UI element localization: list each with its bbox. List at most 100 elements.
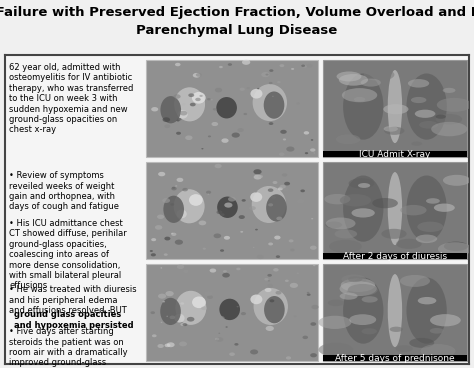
Bar — [323, 162, 467, 259]
Ellipse shape — [171, 187, 177, 190]
Ellipse shape — [221, 138, 228, 143]
Ellipse shape — [434, 204, 455, 212]
Ellipse shape — [223, 270, 227, 273]
Text: • Five days after starting
steroids the patient was on
room air with a dramatica: • Five days after starting steroids the … — [9, 327, 128, 368]
Ellipse shape — [311, 218, 313, 219]
Ellipse shape — [264, 296, 285, 323]
Ellipse shape — [215, 164, 222, 168]
Ellipse shape — [438, 242, 472, 256]
Ellipse shape — [286, 146, 294, 152]
Ellipse shape — [302, 336, 308, 339]
Ellipse shape — [437, 98, 472, 112]
Ellipse shape — [305, 152, 308, 154]
Ellipse shape — [341, 278, 375, 292]
Ellipse shape — [206, 191, 211, 194]
Ellipse shape — [417, 222, 443, 232]
Ellipse shape — [388, 172, 402, 245]
Ellipse shape — [228, 197, 236, 202]
Ellipse shape — [272, 96, 273, 97]
Ellipse shape — [238, 215, 245, 219]
Ellipse shape — [201, 307, 207, 310]
Ellipse shape — [203, 248, 206, 250]
Text: ground glass opacities
and hypoxemia persisted: ground glass opacities and hypoxemia per… — [14, 310, 134, 330]
Ellipse shape — [362, 328, 377, 335]
Ellipse shape — [273, 181, 277, 184]
Ellipse shape — [372, 198, 398, 208]
Ellipse shape — [224, 202, 232, 208]
Ellipse shape — [236, 268, 241, 270]
Ellipse shape — [395, 345, 413, 352]
Ellipse shape — [164, 124, 170, 128]
Ellipse shape — [310, 353, 317, 357]
Ellipse shape — [271, 196, 276, 199]
Ellipse shape — [219, 66, 223, 68]
Ellipse shape — [275, 291, 282, 295]
Ellipse shape — [254, 174, 262, 180]
Ellipse shape — [267, 274, 272, 277]
Ellipse shape — [290, 283, 298, 288]
Ellipse shape — [255, 191, 257, 192]
Ellipse shape — [200, 95, 203, 97]
Ellipse shape — [339, 281, 377, 296]
Ellipse shape — [400, 275, 430, 287]
Ellipse shape — [407, 277, 447, 344]
Text: • His ICU admittance chest
CT showed diffuse, perihilar
ground-glass opacities,
: • His ICU admittance chest CT showed dif… — [9, 219, 127, 290]
Ellipse shape — [177, 118, 182, 121]
Ellipse shape — [348, 284, 378, 296]
Ellipse shape — [170, 315, 175, 319]
Ellipse shape — [268, 203, 273, 206]
Ellipse shape — [285, 280, 289, 282]
Ellipse shape — [301, 64, 305, 67]
Ellipse shape — [208, 194, 210, 195]
Ellipse shape — [418, 297, 437, 304]
Ellipse shape — [213, 108, 217, 110]
Ellipse shape — [151, 238, 156, 241]
Ellipse shape — [172, 187, 175, 189]
Ellipse shape — [257, 88, 259, 89]
Ellipse shape — [400, 205, 427, 215]
Ellipse shape — [160, 298, 181, 325]
Ellipse shape — [151, 107, 158, 112]
Ellipse shape — [176, 132, 181, 135]
Ellipse shape — [266, 194, 287, 222]
Ellipse shape — [196, 73, 202, 77]
Ellipse shape — [283, 138, 286, 141]
Ellipse shape — [234, 343, 238, 346]
Ellipse shape — [291, 68, 294, 70]
Ellipse shape — [257, 255, 264, 259]
Ellipse shape — [407, 74, 447, 140]
Ellipse shape — [195, 98, 201, 101]
Ellipse shape — [254, 288, 288, 325]
Ellipse shape — [239, 88, 245, 91]
Ellipse shape — [431, 122, 467, 136]
Ellipse shape — [181, 323, 185, 326]
Text: • Review of symptoms
reveiled weeks of weight
gain and orthopnea, with
days of c: • Review of symptoms reveiled weeks of w… — [9, 171, 119, 211]
Ellipse shape — [182, 103, 185, 105]
Ellipse shape — [304, 131, 309, 135]
Ellipse shape — [228, 63, 232, 66]
Ellipse shape — [255, 229, 258, 230]
Ellipse shape — [242, 60, 250, 65]
Ellipse shape — [409, 338, 434, 348]
Ellipse shape — [217, 210, 222, 214]
Ellipse shape — [430, 328, 444, 334]
Ellipse shape — [158, 172, 165, 176]
Ellipse shape — [294, 315, 297, 317]
Ellipse shape — [170, 203, 174, 206]
Ellipse shape — [250, 294, 263, 304]
Ellipse shape — [415, 110, 436, 118]
Bar — [146, 162, 319, 259]
Ellipse shape — [265, 326, 274, 331]
Text: • He was treated with diuresis
and his peripheral edema
and effusions resolved. : • He was treated with diuresis and his p… — [9, 286, 137, 315]
Ellipse shape — [216, 337, 223, 342]
Ellipse shape — [336, 134, 360, 144]
Ellipse shape — [383, 104, 409, 114]
Ellipse shape — [283, 188, 289, 191]
Ellipse shape — [269, 69, 273, 72]
Ellipse shape — [311, 305, 319, 309]
Ellipse shape — [426, 198, 440, 204]
Ellipse shape — [188, 93, 194, 97]
Ellipse shape — [349, 314, 376, 325]
Ellipse shape — [443, 175, 471, 186]
Ellipse shape — [254, 169, 262, 174]
